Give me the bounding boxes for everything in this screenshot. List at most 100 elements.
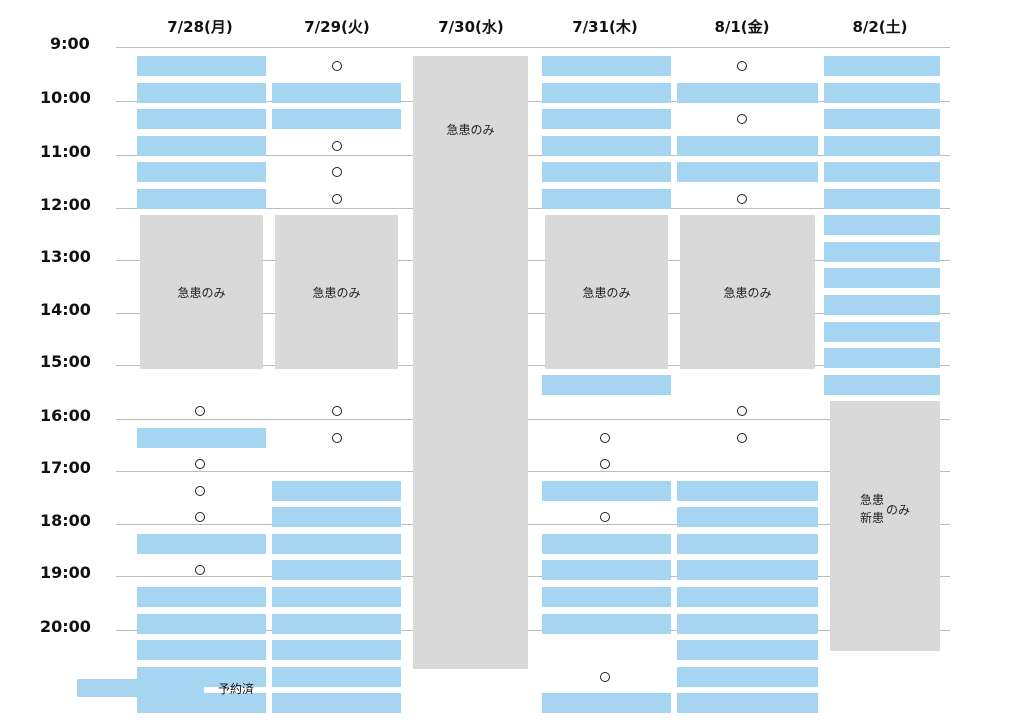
hour-gridline — [116, 471, 950, 472]
available-slot-circle[interactable] — [195, 565, 205, 575]
booked-slot — [542, 109, 671, 129]
closed-label: 急患のみ — [177, 285, 226, 300]
hour-gridline — [116, 208, 950, 209]
day-header: 7/31(木) — [572, 18, 638, 36]
booked-slot — [824, 348, 940, 368]
booked-slot — [137, 189, 266, 209]
booked-slot — [677, 162, 818, 182]
booked-slot — [677, 481, 818, 501]
booked-slot — [824, 56, 940, 76]
available-slot-circle[interactable] — [195, 406, 205, 416]
booked-slot — [542, 693, 671, 713]
booked-slot — [824, 83, 940, 103]
booked-slot — [272, 667, 401, 687]
available-slot-circle[interactable] — [195, 459, 205, 469]
booked-slot — [137, 83, 266, 103]
booked-slot — [677, 534, 818, 554]
time-label: 15:00 — [40, 352, 91, 371]
booked-slot — [677, 667, 818, 687]
booked-slot — [824, 322, 940, 342]
closed-label: 急患のみ — [312, 285, 361, 300]
closed-label: 急患のみ — [723, 285, 772, 300]
legend-booked-label: 予約済 — [218, 682, 255, 696]
time-label: 9:00 — [50, 34, 90, 53]
booked-slot — [824, 295, 940, 315]
available-slot-circle[interactable] — [600, 459, 610, 469]
hour-gridline — [116, 524, 950, 525]
booked-slot — [272, 693, 401, 713]
booked-slot — [677, 587, 818, 607]
booked-slot — [542, 481, 671, 501]
time-label: 14:00 — [40, 300, 91, 319]
day-header: 7/30(水) — [438, 18, 504, 36]
hour-gridline — [116, 260, 950, 261]
emergency-new-patient-only-block: 急患 新患 のみ — [830, 401, 940, 651]
available-slot-circle[interactable] — [737, 194, 747, 204]
available-slot-circle[interactable] — [737, 433, 747, 443]
booked-slot — [137, 587, 266, 607]
available-slot-circle[interactable] — [737, 61, 747, 71]
day-header: 8/1(金) — [714, 18, 770, 36]
available-slot-circle[interactable] — [332, 406, 342, 416]
closed-label: 急患のみ — [582, 285, 631, 300]
hour-gridline — [116, 365, 950, 366]
booked-slot — [677, 693, 818, 713]
booked-slot — [137, 614, 266, 634]
hour-gridline — [116, 419, 950, 420]
booked-slot — [137, 109, 266, 129]
hour-gridline — [116, 101, 950, 102]
day-header: 7/29(火) — [304, 18, 370, 36]
booked-slot — [137, 693, 266, 713]
booked-slot — [824, 162, 940, 182]
booked-slot — [137, 534, 266, 554]
emergency-only-block: 急患のみ — [545, 215, 668, 369]
available-slot-circle[interactable] — [600, 512, 610, 522]
booked-slot — [542, 189, 671, 209]
booked-slot — [677, 507, 818, 527]
time-label: 17:00 — [40, 458, 91, 477]
legend-booked-swatch — [77, 679, 204, 697]
booked-slot — [824, 215, 940, 235]
booked-slot — [824, 136, 940, 156]
time-label: 11:00 — [40, 142, 91, 161]
booked-slot — [824, 268, 940, 288]
booked-slot — [542, 375, 671, 395]
booked-slot — [272, 560, 401, 580]
time-label: 10:00 — [40, 88, 91, 107]
emergency-only-block: 急患のみ — [680, 215, 815, 369]
booked-slot — [824, 242, 940, 262]
available-slot-circle[interactable] — [737, 406, 747, 416]
available-slot-circle[interactable] — [600, 433, 610, 443]
booked-slot — [677, 83, 818, 103]
booked-slot — [137, 136, 266, 156]
hour-gridline — [116, 576, 950, 577]
booked-slot — [677, 560, 818, 580]
time-label: 19:00 — [40, 563, 91, 582]
booked-slot — [272, 640, 401, 660]
booked-slot — [677, 614, 818, 634]
booked-slot — [824, 375, 940, 395]
booked-slot — [542, 560, 671, 580]
available-slot-circle[interactable] — [332, 433, 342, 443]
closed-label: 急患のみ — [446, 123, 495, 137]
available-slot-circle[interactable] — [195, 486, 205, 496]
hour-gridline — [116, 630, 950, 631]
time-label: 20:00 — [40, 617, 91, 636]
booked-slot — [824, 189, 940, 209]
available-slot-circle[interactable] — [195, 512, 205, 522]
hour-gridline — [116, 313, 950, 314]
emergency-only-block: 急患のみ — [275, 215, 398, 369]
booked-slot — [824, 109, 940, 129]
closed-label-new-patient: 新患 — [859, 511, 884, 525]
available-slot-circle[interactable] — [737, 114, 747, 124]
available-slot-circle[interactable] — [332, 61, 342, 71]
booked-slot — [542, 162, 671, 182]
available-slot-circle[interactable] — [332, 194, 342, 204]
booked-slot — [542, 587, 671, 607]
time-label: 13:00 — [40, 247, 91, 266]
available-slot-circle[interactable] — [332, 141, 342, 151]
available-slot-circle[interactable] — [600, 672, 610, 682]
booked-slot — [542, 56, 671, 76]
time-label: 18:00 — [40, 511, 91, 530]
available-slot-circle[interactable] — [332, 167, 342, 177]
